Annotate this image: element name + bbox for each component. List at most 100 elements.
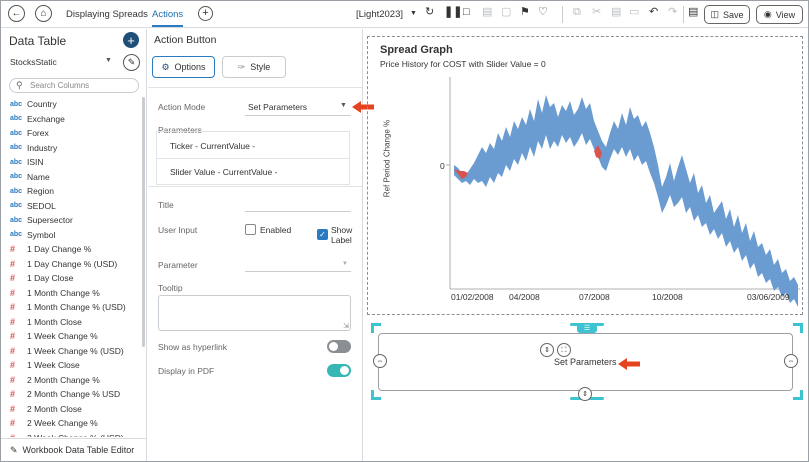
home-icon[interactable]: ⌂ bbox=[35, 5, 52, 22]
column-list-scrollbar[interactable] bbox=[142, 97, 145, 347]
add-data-table-button[interactable]: + bbox=[123, 32, 139, 48]
breadcrumb-workbook[interactable]: Displaying Spreads bbox=[66, 9, 148, 20]
column-list-item[interactable]: #1 Month Change % (USD) bbox=[10, 300, 140, 315]
gear-icon: ⚙ bbox=[161, 61, 170, 72]
column-list-item[interactable]: #1 Day Change % bbox=[10, 242, 140, 257]
column-list-item[interactable]: #2 Week Change % bbox=[10, 416, 140, 431]
edit-data-source-icon[interactable]: ✎ bbox=[123, 54, 140, 71]
tooltip-label: Tooltip bbox=[158, 283, 183, 293]
theme-select[interactable]: [Light2023] bbox=[356, 9, 404, 20]
arrow-icon bbox=[618, 358, 640, 370]
back-icon[interactable]: ← bbox=[8, 5, 25, 22]
column-list-item[interactable]: #1 Month Change % bbox=[10, 286, 140, 301]
pause-icon[interactable]: ❚❚ bbox=[444, 6, 463, 18]
parameter-select[interactable] bbox=[245, 271, 351, 272]
column-list-item[interactable]: abc SEDOL bbox=[10, 199, 140, 214]
search-columns-input[interactable]: ⚲ Search Columns bbox=[9, 78, 139, 93]
paste-icon[interactable]: ▤ bbox=[611, 6, 622, 18]
selection-corner[interactable] bbox=[793, 323, 803, 333]
action-mode-select[interactable]: Set Parameters bbox=[248, 102, 308, 112]
column-list-item[interactable]: #2 Month Change % USD bbox=[10, 387, 140, 402]
notification-bell-icon[interactable]: ♡ bbox=[538, 6, 548, 18]
show-label-checkbox[interactable]: ✓ bbox=[317, 229, 328, 240]
numeric-type-icon: # bbox=[10, 345, 16, 356]
resize-horizontal-icon[interactable]: ⇔ bbox=[784, 354, 798, 368]
column-list-item[interactable]: abc Supersector bbox=[10, 213, 140, 228]
column-list-item[interactable]: #1 Day Close bbox=[10, 271, 140, 286]
column-list-item[interactable]: #1 Month Close bbox=[10, 315, 140, 330]
action-button-widget[interactable]: ☰ ⇕ ⇔ ⇔ ⇕ ⛶ Set Parameters bbox=[371, 323, 803, 401]
text-type-icon: abc bbox=[10, 100, 23, 108]
workbook-data-table-editor-link[interactable]: ✎ Workbook Data Table Editor bbox=[1, 438, 147, 461]
column-list-item[interactable]: #1 Week Close bbox=[10, 358, 140, 373]
pdf-icon[interactable]: ▤ bbox=[482, 6, 493, 18]
column-list-item[interactable]: #1 Week Change % (USD) bbox=[10, 344, 140, 359]
tab-options[interactable]: ⚙ Options bbox=[152, 56, 215, 78]
column-name: 2 Month Change % bbox=[27, 374, 100, 385]
bookmark-icon[interactable]: ⚑ bbox=[520, 6, 530, 18]
spread-area bbox=[454, 95, 798, 307]
save-icon: ◫ bbox=[710, 9, 719, 19]
column-list-item[interactable]: #1 Week Change % bbox=[10, 329, 140, 344]
theme-dropdown-icon[interactable]: ▼ bbox=[410, 10, 417, 17]
parameter-row[interactable]: Ticker - CurrentValue - bbox=[170, 141, 256, 151]
spread-graph-widget[interactable]: Spread Graph Price History for COST with… bbox=[367, 36, 803, 315]
column-name: 1 Month Change % (USD) bbox=[27, 302, 126, 313]
tab-actions[interactable]: Actions bbox=[152, 3, 184, 27]
column-list-item[interactable]: abc Forex bbox=[10, 126, 140, 141]
view-button[interactable]: ◉ View bbox=[756, 5, 803, 24]
search-icon: ⚲ bbox=[16, 80, 23, 90]
parameter-label: Parameter bbox=[158, 260, 198, 270]
save-label: Save bbox=[723, 9, 744, 20]
cut-icon[interactable]: ✂ bbox=[592, 6, 602, 18]
enabled-checkbox[interactable] bbox=[245, 224, 256, 235]
column-list-item[interactable]: abc ISIN bbox=[10, 155, 140, 170]
selection-corner[interactable] bbox=[371, 390, 381, 400]
text-type-icon: abc bbox=[10, 231, 23, 239]
column-list-item[interactable]: abc Name bbox=[10, 170, 140, 185]
save-button[interactable]: ◫ Save bbox=[704, 5, 750, 24]
text-type-icon: abc bbox=[10, 173, 23, 181]
copy-icon[interactable]: ⧉ bbox=[573, 6, 581, 18]
display-pdf-toggle[interactable] bbox=[327, 364, 351, 377]
drag-handle-icon[interactable]: ☰ bbox=[577, 323, 597, 333]
redo-icon[interactable]: ↷ bbox=[668, 6, 678, 18]
snapshot-icon[interactable]: ▢ bbox=[501, 6, 512, 18]
refresh-icon[interactable]: ↻ bbox=[425, 6, 435, 18]
column-name: Region bbox=[27, 186, 54, 197]
column-list-item[interactable]: abc Region bbox=[10, 184, 140, 199]
tooltip-textarea[interactable]: ⇲ bbox=[158, 295, 351, 331]
numeric-type-icon: # bbox=[10, 258, 16, 269]
column-list-item[interactable]: abc Symbol bbox=[10, 228, 140, 243]
expand-icon[interactable]: ⛶ bbox=[557, 343, 571, 357]
comment-icon[interactable]: ▤ bbox=[688, 6, 699, 18]
delete-icon[interactable]: ▭ bbox=[629, 6, 640, 18]
tab-style[interactable]: ✑ Style bbox=[222, 56, 286, 78]
parameter-dropdown-icon[interactable]: ▼ bbox=[342, 261, 348, 267]
edit-icon: ✎ bbox=[10, 444, 18, 455]
column-list-item[interactable]: #2 Month Close bbox=[10, 402, 140, 417]
parameters-label: Parameters bbox=[158, 125, 202, 135]
fit-height-icon[interactable]: ⇕ bbox=[540, 343, 554, 357]
selection-corner[interactable] bbox=[793, 390, 803, 400]
data-source-select[interactable]: StocksStatic bbox=[10, 57, 57, 67]
column-list-item[interactable]: abc Country bbox=[10, 97, 140, 112]
title-input[interactable] bbox=[245, 211, 351, 212]
column-list-item[interactable]: #2 Month Change % bbox=[10, 373, 140, 388]
selection-corner[interactable] bbox=[371, 323, 381, 333]
resize-vertical-icon[interactable]: ⇕ bbox=[578, 387, 592, 401]
export-icon[interactable]: □ bbox=[463, 6, 470, 18]
column-list-item[interactable]: #1 Day Change % (USD) bbox=[10, 257, 140, 272]
resize-horizontal-icon[interactable]: ⇔ bbox=[373, 354, 387, 368]
action-mode-dropdown-icon[interactable]: ▼ bbox=[340, 102, 347, 109]
show-hyperlink-toggle[interactable] bbox=[327, 340, 351, 353]
column-list-item[interactable]: abc Industry bbox=[10, 141, 140, 156]
add-tab-icon[interactable]: + bbox=[198, 6, 213, 21]
column-name: 1 Week Change % bbox=[27, 331, 98, 342]
numeric-type-icon: # bbox=[10, 360, 16, 371]
parameter-row[interactable]: Slider Value - CurrentValue - bbox=[170, 167, 278, 177]
chevron-down-icon[interactable]: ▼ bbox=[105, 57, 112, 64]
column-list-item[interactable]: #2 Week Change % (USD) bbox=[10, 431, 140, 437]
column-list-item[interactable]: abc Exchange bbox=[10, 112, 140, 127]
undo-icon[interactable]: ↶ bbox=[649, 6, 659, 18]
